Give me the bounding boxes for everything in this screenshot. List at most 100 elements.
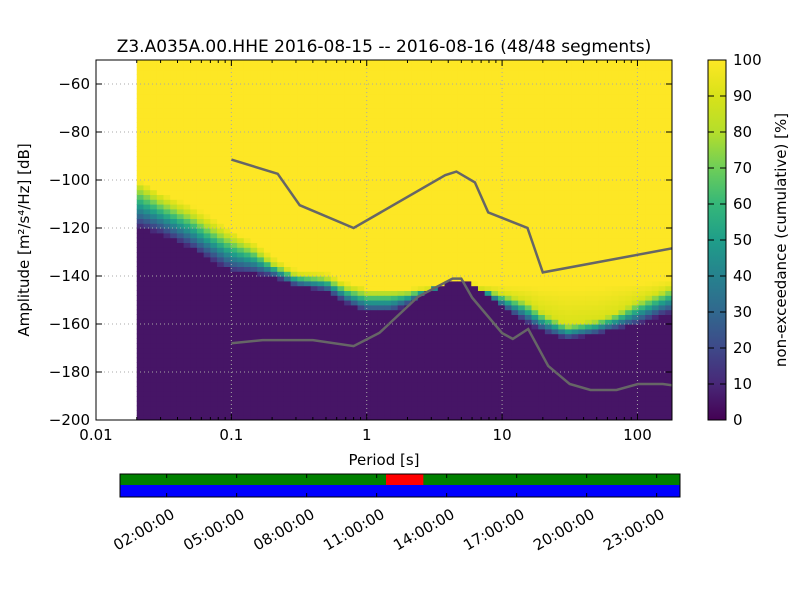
heatmap-cell (170, 415, 178, 420)
heatmap-cell (424, 127, 432, 133)
heatmap-cell (324, 108, 332, 114)
heatmap-cell (477, 218, 486, 224)
heatmap-cell (417, 405, 426, 411)
heatmap-cell (136, 362, 145, 368)
heatmap-cell (511, 261, 519, 267)
heatmap-cell (551, 295, 559, 301)
heatmap-cell (350, 156, 359, 162)
heatmap-cell (464, 405, 472, 411)
heatmap-cell (297, 348, 305, 354)
heatmap-cell (417, 213, 426, 219)
heatmap-cell (464, 252, 472, 258)
heatmap-cell (270, 69, 278, 75)
heatmap-cell (163, 319, 171, 325)
heatmap-cell (457, 127, 466, 133)
heatmap-cell (558, 400, 566, 407)
heatmap-cell (518, 232, 526, 239)
heatmap-cell (317, 122, 325, 128)
heatmap-cell (263, 252, 272, 258)
heatmap-cell (190, 228, 198, 234)
heatmap-cell (464, 103, 472, 109)
heatmap-cell (538, 208, 546, 215)
heatmap-cell (524, 247, 533, 253)
heatmap-cell (417, 208, 426, 215)
heatmap-cell (203, 108, 211, 114)
heatmap-cell (263, 256, 272, 263)
heatmap-cell (196, 93, 205, 99)
heatmap-cell (203, 146, 211, 152)
heatmap-cell (337, 79, 345, 85)
heatmap-cell (524, 79, 533, 85)
heatmap-cell (156, 103, 165, 109)
heatmap-cell (183, 280, 191, 287)
heatmap-cell (297, 146, 305, 152)
heatmap-cell (551, 276, 559, 282)
heatmap-cell (243, 132, 252, 138)
heatmap-cell (457, 151, 466, 157)
heatmap-cell (163, 218, 171, 224)
heatmap-cell (397, 98, 405, 104)
heatmap-cell (357, 314, 365, 320)
heatmap-cell (558, 136, 566, 143)
heatmap-cell (344, 319, 352, 325)
heatmap-cell (417, 156, 426, 162)
heatmap-cell (263, 88, 272, 95)
heatmap-cell (370, 117, 379, 123)
heatmap-cell (250, 74, 258, 80)
heatmap-cell (491, 189, 499, 195)
heatmap-cell (337, 160, 345, 167)
heatmap-cell (578, 218, 586, 224)
heatmap-cell (330, 184, 339, 191)
heatmap-cell (424, 69, 432, 75)
heatmap-cell (504, 112, 513, 119)
heatmap-cell (136, 271, 145, 277)
heatmap-cell (304, 98, 312, 104)
heatmap-cell (263, 228, 272, 234)
heatmap-cell (324, 208, 332, 215)
heatmap-cell (290, 79, 298, 85)
heatmap-cell (277, 300, 285, 306)
heatmap-cell (283, 324, 292, 330)
heatmap-cell (156, 208, 165, 215)
heatmap-cell (437, 396, 446, 402)
heatmap-cell (558, 112, 566, 119)
heatmap-cell (457, 271, 466, 277)
heatmap-cell (377, 256, 385, 263)
heatmap-cell (237, 93, 245, 99)
heatmap-cell (464, 352, 472, 359)
heatmap-cell (270, 271, 278, 277)
heatmap-cell (344, 247, 352, 253)
heatmap-cell (257, 362, 265, 368)
heatmap-cell (337, 396, 345, 402)
heatmap-cell (277, 276, 285, 282)
heatmap-cell (558, 328, 566, 335)
heatmap-cell (498, 391, 506, 397)
heatmap-cell (404, 338, 412, 344)
heatmap-cell (551, 338, 559, 344)
heatmap-cell (457, 136, 466, 143)
heatmap-cell (457, 333, 466, 339)
heatmap-cell (324, 74, 332, 80)
heatmap-cell (277, 117, 285, 123)
heatmap-cell (257, 175, 265, 181)
heatmap-cell (183, 165, 191, 171)
heatmap-cell (324, 314, 332, 320)
heatmap-cell (283, 103, 292, 109)
heatmap-cell (444, 396, 452, 402)
heatmap-cell (431, 180, 439, 186)
heatmap-cell (136, 160, 145, 167)
heatmap-cell (150, 324, 158, 330)
heatmap-cell (370, 108, 379, 114)
heatmap-cell (524, 314, 533, 320)
heatmap-cell (518, 175, 526, 181)
heatmap-cell (498, 64, 506, 71)
heatmap-cell (364, 352, 372, 359)
heatmap-cell (431, 88, 439, 95)
heatmap-cell (257, 271, 265, 277)
heatmap-cell (498, 343, 506, 349)
heatmap-cell (390, 367, 399, 373)
heatmap-cell (411, 295, 419, 301)
heatmap-cell (170, 242, 178, 248)
heatmap-cell (524, 141, 533, 147)
heatmap-cell (364, 79, 372, 85)
